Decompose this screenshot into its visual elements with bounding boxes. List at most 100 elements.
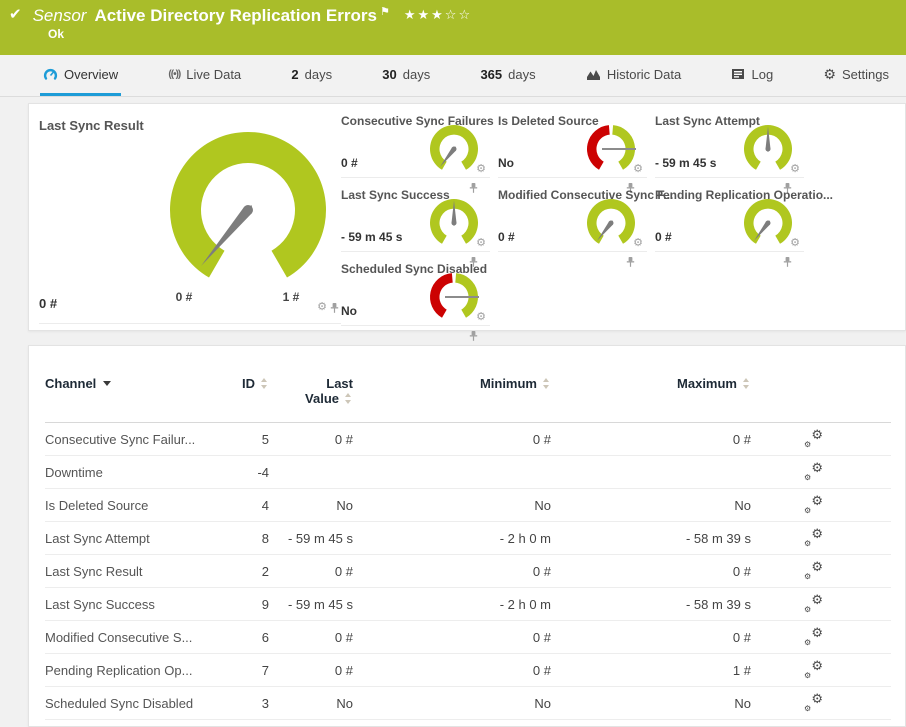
tab-settings[interactable]: ⚙ Settings (820, 55, 892, 96)
channel-name-cell[interactable]: Last Sync Attempt (45, 521, 225, 555)
star-filled-icon[interactable]: ★ (403, 7, 418, 22)
channel-settings-icon[interactable]: ⚙ ⚙ (804, 459, 823, 482)
overview-gauges-panel: Last Sync Result 0 # 1 # 0 # ⚙ Consecuti… (28, 103, 906, 341)
channel-id-cell: -4 (225, 455, 269, 489)
tab-label: Overview (64, 66, 119, 82)
gauge-title: Scheduled Sync Disabled (341, 262, 488, 276)
table-row-modified-consecutive-s: Modified Consecutive S... 6 0 #0 #0 # ⚙ ⚙ (45, 620, 891, 654)
main-gauge (163, 128, 333, 291)
channel-settings-icon[interactable]: ⚙ ⚙ (804, 591, 823, 614)
channel-minimum-cell (353, 455, 551, 489)
channel-id-cell: 6 (225, 620, 269, 654)
channel-actions-cell: ⚙ ⚙ (751, 686, 891, 720)
tab-bar: Overview ((•)) Live Data 2 days 30 days 365 days… (0, 55, 906, 97)
gauge-pin-icon[interactable] (626, 257, 635, 267)
gauge-scale-min: 0 # (175, 290, 193, 304)
column-header-maximum[interactable]: Maximum (551, 346, 751, 423)
tab-overview[interactable]: Overview (40, 55, 122, 96)
tab-live-data[interactable]: ((•)) Live Data (165, 55, 244, 96)
channel-id-cell: 2 (225, 554, 269, 588)
gauge-cell-modified-consecutive-sync-f: Modified Consecutive Sync F... 0 # ⚙ (498, 178, 673, 267)
star-empty-icon[interactable]: ☆ (458, 7, 473, 22)
tab-2-days[interactable]: 2 days (288, 55, 335, 96)
gauge-pin-icon[interactable] (783, 257, 792, 267)
sensor-status-header: ✔ Sensor Active Directory Replication Er… (0, 0, 906, 55)
channel-name-cell[interactable]: Last Sync Result (45, 554, 225, 588)
column-header-last-value[interactable]: Last Value (269, 346, 353, 423)
channel-settings-icon[interactable]: ⚙ ⚙ (804, 525, 823, 548)
gauge-pin-icon[interactable] (469, 257, 478, 267)
channel-settings-icon[interactable]: ⚙ ⚙ (804, 492, 823, 515)
gauge-gear-icon[interactable]: ⚙ (633, 237, 643, 249)
gauge-gear-icon[interactable]: ⚙ (790, 163, 800, 175)
channel-name-cell[interactable]: Is Deleted Source (45, 488, 225, 522)
channel-name-cell[interactable]: Last Sync Success (45, 587, 225, 621)
gauge-dial (587, 199, 635, 244)
channel-maximum-cell: - 58 m 39 s (551, 521, 751, 555)
channel-maximum-cell: 0 # (551, 422, 751, 456)
channel-minimum-cell: No (353, 686, 551, 720)
channel-last-value-cell: 0 # (269, 620, 353, 654)
channel-settings-icon[interactable]: ⚙ ⚙ (804, 624, 823, 647)
channel-settings-icon[interactable]: ⚙ ⚙ (804, 426, 823, 449)
gauge-gear-icon[interactable]: ⚙ (476, 311, 486, 323)
tab-30-days[interactable]: 30 days (379, 55, 433, 96)
channel-last-value-cell: 0 # (269, 422, 353, 456)
tab-number: 2 (291, 66, 299, 82)
channel-settings-icon[interactable]: ⚙ ⚙ (804, 558, 823, 581)
channel-maximum-cell: No (551, 488, 751, 522)
priority-stars[interactable]: ★★★☆☆ (404, 5, 472, 25)
channel-minimum-cell: 0 # (353, 653, 551, 687)
gauge-gear-icon[interactable]: ⚙ (790, 237, 800, 249)
channel-id-cell: 4 (225, 488, 269, 522)
channel-settings-icon[interactable]: ⚙ ⚙ (804, 657, 823, 680)
gauge-gear-icon[interactable]: ⚙ (476, 163, 486, 175)
channel-name-cell[interactable]: Scheduled Sync Disabled (45, 686, 225, 720)
gauge-pin-icon[interactable] (330, 302, 339, 313)
sort-icon (260, 378, 269, 389)
tab-number: 30 (382, 66, 397, 82)
channel-maximum-cell: 0 # (551, 554, 751, 588)
gauge-title: Modified Consecutive Sync F... (498, 188, 674, 202)
gauge-cell-last-sync-success: Last Sync Success - 59 m 45 s ⚙ (341, 178, 490, 267)
column-header-id[interactable]: ID (225, 346, 269, 423)
channel-minimum-cell: - 2 h 0 m (353, 587, 551, 621)
channel-last-value-cell: No (269, 488, 353, 522)
channel-actions-cell: ⚙ ⚙ (751, 554, 891, 588)
gauge-pin-icon[interactable] (626, 183, 635, 193)
channel-settings-icon[interactable]: ⚙ ⚙ (804, 690, 823, 713)
tab-historic-data[interactable]: Historic Data (583, 55, 684, 96)
flag-icon[interactable]: ⚑ (379, 6, 390, 18)
channel-last-value-cell (269, 455, 353, 489)
channel-minimum-cell: 0 # (353, 620, 551, 654)
column-label: Last (326, 376, 353, 391)
channel-minimum-cell: - 2 h 0 m (353, 521, 551, 555)
channel-name-cell[interactable]: Modified Consecutive S... (45, 620, 225, 654)
gauge-cell-last-sync-result: Last Sync Result 0 # 1 # 0 # ⚙ (39, 104, 341, 324)
channel-last-value-cell: 0 # (269, 554, 353, 588)
column-label: ID (242, 376, 255, 391)
gauge-gear-icon[interactable]: ⚙ (317, 301, 327, 313)
tab-365-days[interactable]: 365 days (477, 55, 538, 96)
tab-log[interactable]: Log (728, 55, 776, 96)
channel-last-value-cell: 0 # (269, 653, 353, 687)
gauge-gear-icon[interactable]: ⚙ (476, 237, 486, 249)
column-header-channel[interactable]: Channel (45, 346, 225, 423)
gauge-dial (170, 131, 326, 278)
gauge-pin-icon[interactable] (783, 183, 792, 193)
column-header-minimum[interactable]: Minimum (353, 346, 551, 423)
channel-name-cell[interactable]: Consecutive Sync Failur... (45, 422, 225, 456)
channel-name-cell[interactable]: Pending Replication Op... (45, 653, 225, 687)
gauge-gear-icon[interactable]: ⚙ (633, 163, 643, 175)
tab-label: Live Data (186, 66, 242, 82)
gauge-value: - 59 m 45 s (655, 156, 717, 170)
gauge-pin-icon[interactable] (469, 183, 478, 193)
channel-name-cell[interactable]: Downtime (45, 455, 225, 489)
table-row-pending-replication-op: Pending Replication Op... 7 0 #0 #1 # ⚙ ⚙ (45, 653, 891, 687)
star-empty-icon[interactable]: ☆ (444, 7, 459, 22)
channel-id-cell: 9 (225, 587, 269, 621)
gauge-value: - 59 m 45 s (341, 230, 403, 244)
star-filled-icon[interactable]: ★ (417, 7, 432, 22)
gauge-pin-icon[interactable] (469, 331, 478, 341)
star-filled-icon[interactable]: ★ (431, 7, 445, 22)
